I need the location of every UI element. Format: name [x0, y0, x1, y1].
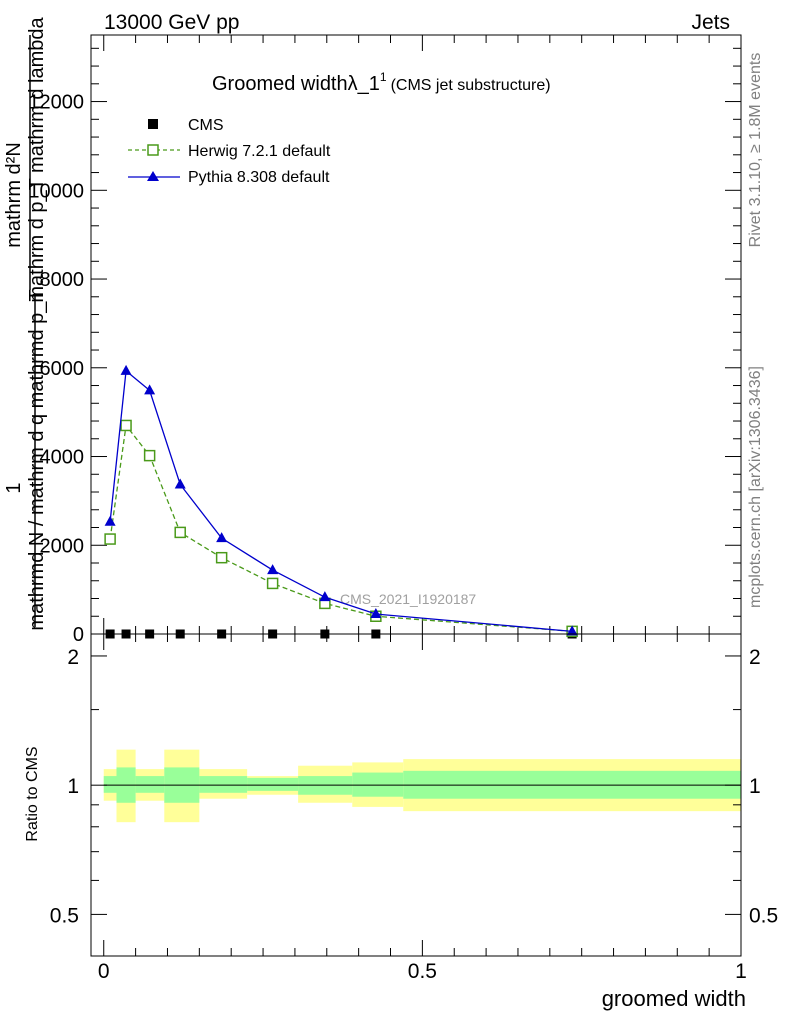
main-ytick-label: 12000 [28, 92, 84, 114]
data-point-pythia [120, 364, 132, 375]
data-point-herwig [104, 533, 116, 545]
main-ytick-label: 0 [73, 624, 84, 646]
energy-label: 13000 GeV pp [104, 11, 239, 34]
chart-title: Groomed widthλ_11 (CMS jet substructure) [212, 70, 551, 95]
ratio-stat-band [135, 776, 165, 793]
ratio-xtick-label: 0 [98, 960, 110, 983]
ratio-ytick-label-right: 1 [749, 775, 761, 798]
main-ytick-label: 2000 [40, 535, 85, 557]
chart-title-sup: 1 [380, 70, 387, 84]
data-point-pythia [104, 515, 116, 526]
main-ylabel: 1 mathrmd N / mathrm d q mathrmd p_T mat… [3, 16, 48, 630]
main-axis-ticks [91, 35, 742, 635]
main-ytick-label: 10000 [28, 180, 84, 202]
data-point-herwig [120, 419, 132, 432]
data-point-pythia [319, 591, 331, 602]
data-point-pythia [144, 384, 156, 395]
mcplots-label: mcplots.cern.ch [arXiv:1306.3436] [747, 366, 764, 608]
ratio-ylabel: Ratio to CMS [24, 746, 41, 841]
data-point-herwig [143, 449, 156, 462]
ratio-ytick-label-right: 2 [749, 646, 761, 669]
main-ytick-label: 8000 [40, 269, 85, 291]
ratio-stat-band [103, 776, 117, 793]
legend-label-pythia: Pythia 8.308 default [188, 169, 330, 186]
data-point-herwig [174, 526, 186, 539]
ratio-xtick-label: 1 [735, 960, 747, 983]
data-point-pythia [370, 608, 382, 619]
ratio-stat-band [247, 777, 299, 791]
ratio-ytick-label: 2 [67, 646, 79, 669]
x-axis-label: groomed width [602, 986, 746, 1011]
data-point-pythia [174, 478, 186, 489]
ylabel-numerator: mathrm d²N [3, 142, 25, 248]
legend: CMS Herwig 7.2.1 default Pythia 8.308 de… [128, 117, 331, 186]
ratio-plot-frame [90, 633, 742, 957]
ratio-bands-layer [103, 749, 741, 823]
chart-title-main: Groomed widthλ_1 [212, 73, 380, 95]
main-ytick-label: 4000 [40, 447, 85, 469]
main-y-tick-labels: 0 2000 4000 6000 8000 10000 12000 [28, 92, 84, 646]
legend-label-herwig: Herwig 7.2.1 default [188, 143, 331, 160]
ratio-ytick-label: 0.5 [50, 904, 79, 927]
rivet-label: Rivet 3.1.10, ≥ 1.8M events [747, 53, 764, 248]
legend-marker-cms [148, 119, 158, 129]
analysis-watermark: CMS_2021_I1920187 [340, 591, 476, 607]
ylabel-prefix-top: 1 [3, 482, 25, 493]
data-point-pythia [566, 625, 578, 636]
ratio-ytick-label: 1 [67, 775, 79, 798]
ratio-stat-band [352, 772, 404, 797]
legend-marker-pythia [147, 171, 159, 181]
ratio-ytick-label-right: 0.5 [749, 904, 778, 927]
data-point-herwig [266, 577, 279, 590]
data-point-herwig [215, 551, 228, 564]
data-point-pythia [267, 564, 279, 575]
ratio-stat-band [199, 776, 248, 793]
ratio-tick-labels: 0.5 0.5 1 1 2 2 0 0.5 1 [50, 646, 778, 983]
ratio-axis-ticks [91, 634, 742, 956]
legend-marker-herwig [147, 144, 159, 156]
ratio-xtick-label: 0.5 [408, 960, 437, 983]
data-point-pythia [216, 532, 228, 543]
chart-title-note: (CMS jet substructure) [391, 77, 551, 94]
main-ytick-label: 6000 [40, 358, 85, 380]
ylabel-denominator: mathrm d p_T mathrm d lambda [26, 16, 48, 302]
category-label: Jets [691, 11, 730, 34]
legend-label-cms: CMS [188, 117, 224, 134]
ylabel-prefix-bottom: mathrmd N / mathrm d q mathrmd p_T [26, 289, 48, 630]
